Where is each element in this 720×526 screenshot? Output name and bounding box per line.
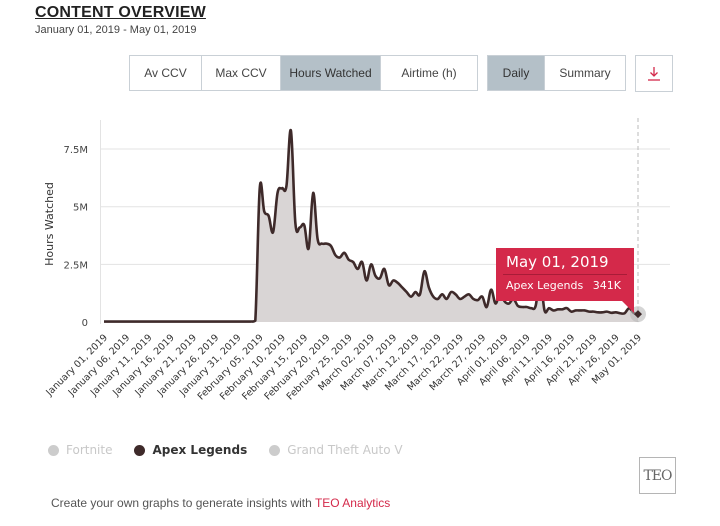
date-range: January 01, 2019 - May 01, 2019 [35, 24, 197, 36]
period-tabs: Daily Summary [487, 55, 626, 91]
download-button[interactable] [635, 55, 673, 92]
data-point-marker [634, 310, 642, 319]
tooltip-date: May 01, 2019 [506, 253, 609, 271]
legend-dot-icon [269, 444, 281, 456]
legend-dot-icon [134, 444, 146, 456]
teo-analytics-link[interactable]: TEO Analytics [314, 496, 391, 510]
tab-airtime[interactable]: Airtime (h) [381, 56, 477, 90]
tooltip-divider [503, 274, 627, 275]
tab-hours-watched[interactable]: Hours Watched [281, 56, 381, 90]
tab-av-ccv[interactable]: Av CCV [130, 56, 202, 90]
download-icon [648, 66, 660, 81]
tooltip-value: 341K [592, 279, 621, 292]
tab-daily[interactable]: Daily [488, 56, 545, 90]
legend: Fortnite Apex Legends Grand Theft Auto V [48, 443, 425, 457]
tab-summary[interactable]: Summary [545, 56, 625, 90]
y-tick-label: 7.5M [63, 145, 88, 156]
page-title: CONTENT OVERVIEW [35, 4, 206, 21]
y-tick-label: 2.5M [63, 260, 88, 271]
hours-watched-chart: 0 2.5M 5M 7.5M Hours Watched January 01, 20… [43, 118, 670, 403]
series-line-apex-legends [103, 129, 639, 323]
footer-message: Create your own graphs to generate insig… [51, 496, 315, 510]
tooltip-pointer [622, 301, 634, 313]
hover-marker [630, 306, 646, 323]
legend-item-apex-legends[interactable]: Apex Legends [134, 443, 247, 457]
tooltip: May 01, 2019 Apex Legends 341K [496, 248, 634, 313]
y-axis-label: Hours Watched [43, 182, 56, 266]
tab-max-ccv[interactable]: Max CCV [202, 56, 281, 90]
metric-tabs: Av CCV Max CCV Hours Watched Airtime (h) [129, 55, 478, 91]
teo-logo: TEO [639, 457, 676, 494]
y-tick-label: 5M [73, 203, 88, 214]
legend-dot-icon [48, 444, 59, 456]
legend-item-fortnite[interactable]: Fortnite [48, 443, 112, 457]
y-tick-label: 0 [82, 318, 88, 329]
legend-item-gta-v[interactable]: Grand Theft Auto V [269, 443, 403, 457]
y-axis-ticks: 0 2.5M 5M 7.5M [63, 145, 88, 329]
series-area-apex-legends [104, 130, 638, 322]
tooltip-series: Apex Legends [506, 279, 584, 292]
footer-text: Create your own graphs to generate insig… [51, 496, 390, 510]
